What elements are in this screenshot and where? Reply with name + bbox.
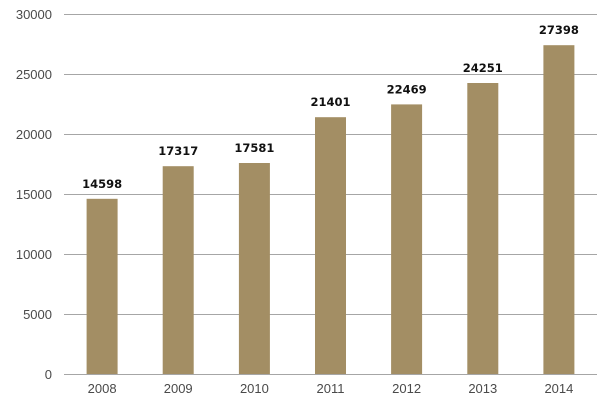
bar-2013 [467,83,499,374]
y-tick-label: 0 [45,367,52,382]
data-labels: 14598 17317 17581 21401 22469 24251 27398 [82,23,579,191]
data-label-2010: 17581 [234,141,274,155]
x-tick-label-2012: 2012 [392,381,421,396]
x-tick-label-2010: 2010 [240,381,269,396]
bar-2008 [86,198,118,374]
x-axis-tick-labels: 2008 2009 2010 2011 2012 2013 2014 [88,381,574,396]
data-label-2011: 21401 [310,95,350,109]
data-label-2012: 22469 [387,82,427,96]
y-tick-label: 20000 [16,127,52,142]
x-tick-label-2008: 2008 [88,381,117,396]
y-axis-tick-labels: 0 5000 10000 15000 20000 25000 30000 [16,7,52,382]
x-tick-label-2009: 2009 [164,381,193,396]
y-tick-label: 30000 [16,7,52,22]
y-tick-label: 5000 [23,307,52,322]
bar-2012 [391,104,423,375]
data-label-2014: 27398 [539,23,579,37]
x-tick-label-2014: 2014 [544,381,573,396]
bar-2011 [315,117,346,374]
bar-2014 [543,45,575,374]
bar-2010 [238,163,270,374]
data-label-2009: 17317 [158,144,198,158]
bar-2009 [162,166,194,374]
y-tick-label: 15000 [16,187,52,202]
data-label-2013: 24251 [463,61,503,75]
data-label-2008: 14598 [82,177,122,191]
x-tick-label-2013: 2013 [468,381,497,396]
bars [86,45,575,375]
y-tick-label: 25000 [16,67,52,82]
x-tick-label-2011: 2011 [317,381,345,396]
y-tick-label: 10000 [16,247,52,262]
